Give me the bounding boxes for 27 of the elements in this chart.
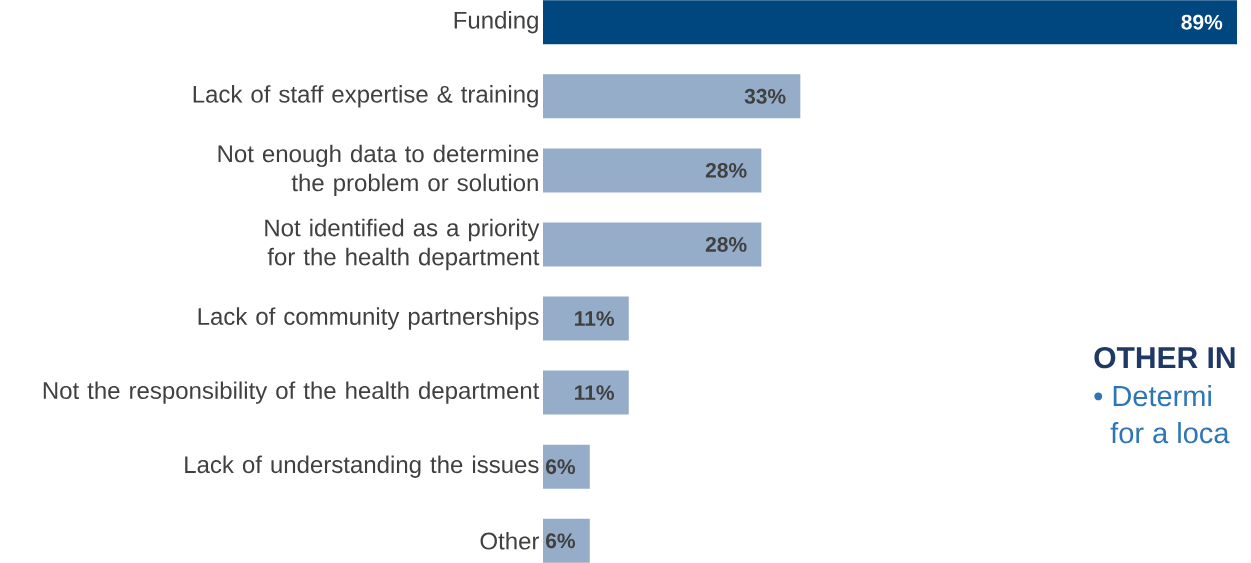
annotation: OTHER IN bbox=[1094, 347, 1235, 369]
y-tick-label: Other bbox=[480, 531, 540, 550]
y-tick-label: Funding bbox=[454, 11, 538, 34]
bar bbox=[543, 74, 801, 119]
data-label: 28% bbox=[705, 237, 747, 252]
y-tick-label: Not enough data to determine the problem or solution bbox=[218, 144, 539, 197]
bar bbox=[543, 444, 590, 489]
y-tick-label: Lack of staff expertise & training bbox=[193, 85, 538, 108]
y-tick-label: Lack of understanding the issues bbox=[185, 455, 539, 478]
data-label: 6% bbox=[546, 533, 576, 549]
data-label: 33% bbox=[744, 88, 786, 104]
bar bbox=[543, 370, 629, 415]
bar bbox=[543, 296, 629, 341]
y-tick-label: Not identified as a priority for the health department bbox=[265, 218, 540, 271]
data-label: 28% bbox=[705, 162, 747, 178]
bar bbox=[543, 148, 762, 193]
bar bbox=[543, 222, 762, 267]
y-tick-label: Lack of community partnerships bbox=[198, 307, 539, 330]
y-tick-label: Not the responsibility of the health department bbox=[43, 381, 540, 404]
annotation: for a loca bbox=[1110, 421, 1230, 444]
bar bbox=[543, 0, 1237, 45]
data-label: 11% bbox=[575, 311, 615, 326]
bar bbox=[543, 518, 590, 563]
data-label: 89% bbox=[1181, 14, 1223, 30]
data-label: 11% bbox=[575, 385, 615, 400]
data-label: 6% bbox=[546, 459, 576, 475]
annotation: • Determi bbox=[1094, 384, 1211, 407]
